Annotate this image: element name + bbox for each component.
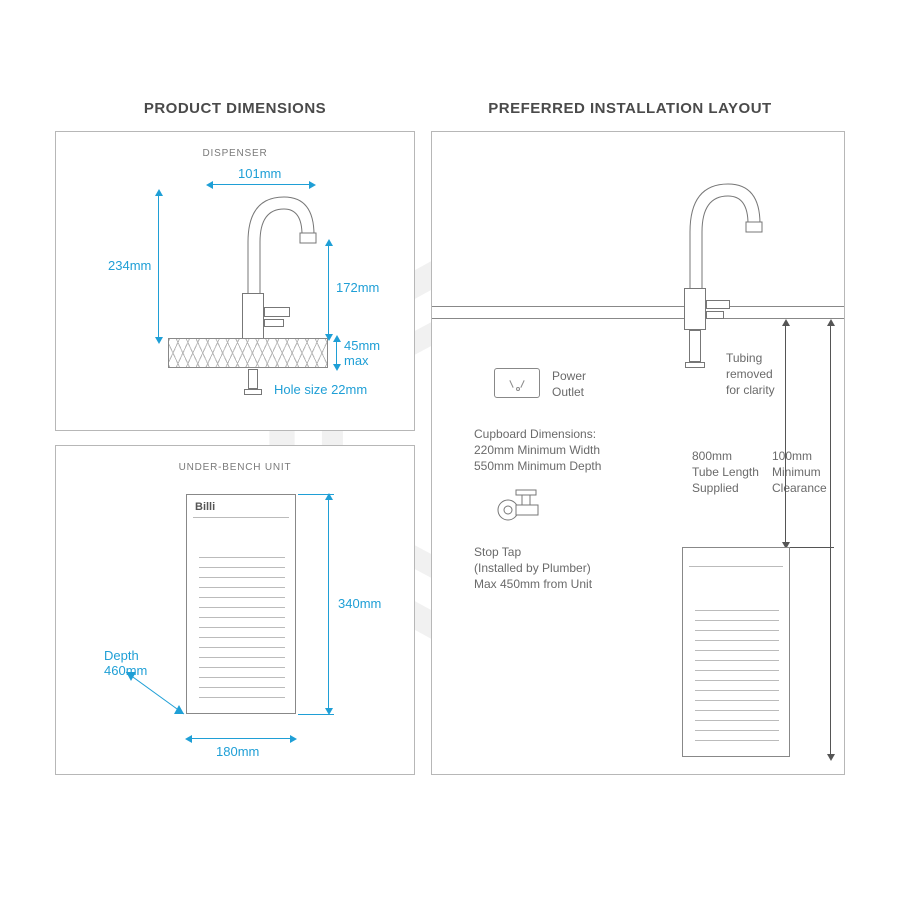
panel-underbench: UNDER-BENCH UNIT Billi 340mm 180	[55, 445, 415, 775]
stop-tap-icon	[490, 488, 550, 532]
label-stoptap: Stop Tap (Installed by Plumber) Max 450m…	[474, 544, 592, 593]
dim-ub-height: 340mm	[338, 596, 381, 611]
label-tubing: Tubing removed for clarity	[726, 350, 775, 399]
underbench-unit-icon	[682, 547, 790, 757]
label-clearance: 100mm Minimum Clearance	[772, 448, 827, 497]
heading-install-layout: PREFERRED INSTALLATION LAYOUT	[415, 100, 845, 117]
label-tube: 800mm Tube Length Supplied	[692, 448, 759, 497]
heading-product-dimensions: PRODUCT DIMENSIONS	[55, 100, 415, 117]
label-power: Power Outlet	[552, 368, 586, 400]
dim-counter-thick: 45mm max	[344, 338, 380, 368]
dim-ub-depth: Depth 460mm	[104, 648, 147, 678]
diagram-container: PRODUCT DIMENSIONS PREFERRED INSTALLATIO…	[55, 100, 845, 775]
power-outlet-icon	[494, 368, 540, 398]
dim-hole: Hole size 22mm	[274, 382, 367, 397]
dim-spout-height: 172mm	[336, 280, 379, 295]
underbench-subheading: UNDER-BENCH UNIT	[56, 446, 414, 473]
label-cupboard: Cupboard Dimensions: 220mm Minimum Width…	[474, 426, 601, 475]
dispenser-subheading: DISPENSER	[56, 132, 414, 159]
dim-width-top: 101mm	[238, 166, 281, 181]
unit-brand: Billi	[195, 501, 215, 513]
panel-dispenser: DISPENSER	[55, 131, 415, 431]
dim-ub-width: 180mm	[216, 744, 259, 759]
panel-installation: Power Outlet Cupboard Dimensions: 220mm …	[431, 131, 845, 775]
dim-height-total: 234mm	[108, 258, 151, 273]
